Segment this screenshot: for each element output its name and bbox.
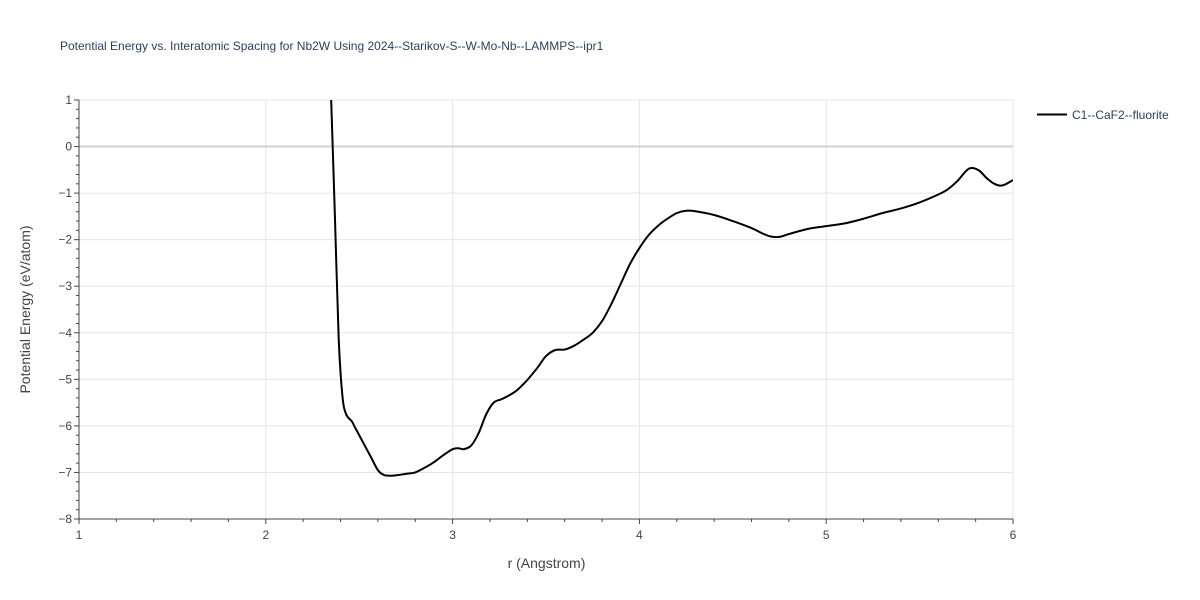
- x-tick-label: 5: [823, 528, 830, 542]
- y-tick-label: −1: [58, 186, 72, 200]
- legend-item-label: C1--CaF2--fluorite: [1072, 108, 1169, 122]
- y-tick-label: −8: [58, 512, 72, 526]
- y-axis-label: Potential Energy (eV/atom): [17, 225, 33, 393]
- x-tick-label: 1: [76, 528, 83, 542]
- legend[interactable]: C1--CaF2--fluorite: [1037, 108, 1169, 122]
- gridlines: [79, 99, 1014, 519]
- chart-title: Potential Energy vs. Interatomic Spacing…: [60, 39, 604, 53]
- x-tick-label: 3: [449, 528, 456, 542]
- y-tick-label: −6: [58, 419, 72, 433]
- series-layer: [330, 100, 1013, 477]
- x-tick-label: 2: [262, 528, 269, 542]
- x-axis-label: r (Angstrom): [508, 555, 586, 571]
- series-line-0: [330, 100, 1013, 477]
- y-tick-label: −2: [58, 233, 72, 247]
- x-tick-label: 6: [1010, 528, 1017, 542]
- axes: [78, 100, 1013, 520]
- y-tick-label: −7: [58, 465, 72, 479]
- y-tick-label: −3: [58, 279, 72, 293]
- x-tick-label: 4: [636, 528, 643, 542]
- ticks: 1 2 3 4 5 6 1 0 −1 −2 −3 −4 −5 −6 −7 −8: [58, 93, 1016, 542]
- y-tick-label: 1: [65, 93, 72, 107]
- y-tick-label: −5: [58, 372, 72, 386]
- y-tick-label: −4: [58, 326, 72, 340]
- y-tick-label: 0: [65, 140, 72, 154]
